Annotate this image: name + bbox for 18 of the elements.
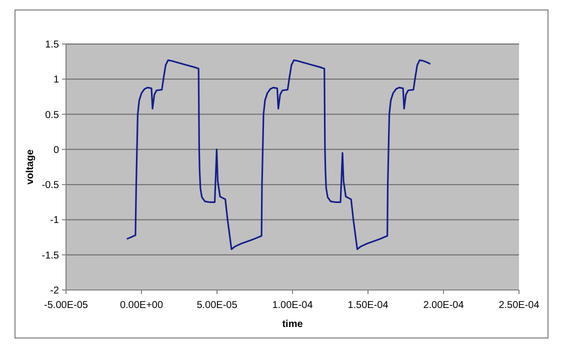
y-tick-label: 0.5 <box>45 110 60 121</box>
x-tick-label: 5.00E-05 <box>196 300 238 311</box>
x-tick-label: 1.50E-04 <box>348 300 389 311</box>
x-axis-title: time <box>282 319 304 330</box>
y-tick-label: -1 <box>50 215 60 226</box>
y-tick-label: -1.5 <box>42 250 60 262</box>
x-tick-label: 2.50E-04 <box>498 300 540 311</box>
x-tick-label: 0.00E+00 <box>120 300 164 311</box>
y-tick-label: -2 <box>50 286 60 296</box>
line-series <box>126 59 431 250</box>
y-tick-label: 1 <box>53 74 60 86</box>
x-tick-label: 2.00E-04 <box>423 300 464 311</box>
y-tick-label: 0 <box>53 144 60 156</box>
y-tick-label: 1.5 <box>45 40 60 50</box>
x-tick-label: 1.00E-04 <box>272 300 314 311</box>
y-tick-label: -0.5 <box>42 180 60 192</box>
x-tick-label: -5.00E-05 <box>44 300 88 311</box>
y-axis-title: voltage <box>25 149 36 185</box>
